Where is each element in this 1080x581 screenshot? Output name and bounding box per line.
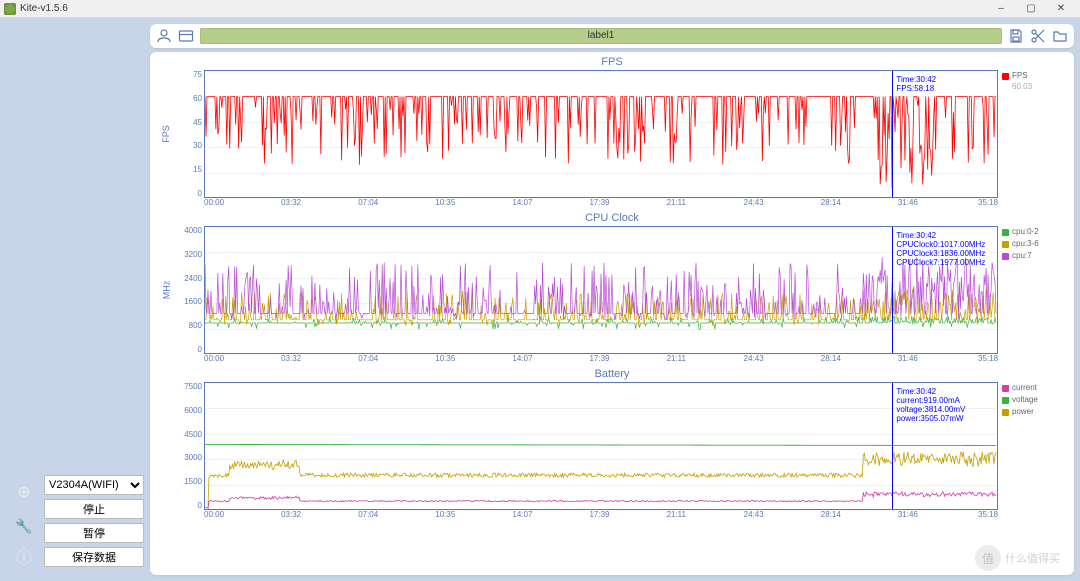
cpu-chart: CPU Clock MHz 40003200240016008000 Time:… bbox=[158, 212, 1066, 366]
save-data-button[interactable]: 保存数据 bbox=[44, 547, 144, 567]
label-field[interactable]: label1 bbox=[200, 28, 1002, 44]
card-icon[interactable] bbox=[178, 28, 194, 44]
stop-button[interactable]: 停止 bbox=[44, 499, 144, 519]
cpu-ylabel: MHz bbox=[161, 281, 171, 300]
person-icon[interactable] bbox=[156, 28, 172, 44]
window-close-button[interactable]: ✕ bbox=[1046, 1, 1076, 17]
cpu-plot-area[interactable]: Time:30:42CPUClock0:1017.00MHzCPUClock3:… bbox=[204, 226, 998, 354]
info-icon[interactable]: ⓘ bbox=[16, 551, 32, 567]
cpu-chart-title: CPU Clock bbox=[158, 212, 1066, 226]
battery-chart: Battery 750060004500300015000 Time:30:42… bbox=[158, 368, 1066, 522]
left-sidebar: ⊕ 🔧 ⓘ V2304A(WIFI) 停止 暂停 保存数据 bbox=[0, 18, 150, 581]
add-icon[interactable]: ⊕ bbox=[17, 485, 30, 501]
battery-plot-area[interactable]: Time:30:42current:919.00mAvoltage:3814.0… bbox=[204, 382, 998, 510]
top-toolbar: label1 bbox=[150, 24, 1074, 48]
battery-chart-title: Battery bbox=[158, 368, 1066, 382]
fps-chart-title: FPS bbox=[158, 56, 1066, 70]
window-maximize-button[interactable]: ▢ bbox=[1016, 1, 1046, 17]
save-icon[interactable] bbox=[1008, 28, 1024, 44]
folder-icon[interactable] bbox=[1052, 28, 1068, 44]
scissors-icon[interactable] bbox=[1030, 28, 1046, 44]
charts-panel: FPS FPS 75604530150 Time:30:42FPS:58.18 … bbox=[150, 52, 1074, 575]
window-minimize-button[interactable]: – bbox=[986, 1, 1016, 17]
pause-button[interactable]: 暂停 bbox=[44, 523, 144, 543]
device-select[interactable]: V2304A(WIFI) bbox=[44, 475, 144, 495]
fps-chart: FPS FPS 75604530150 Time:30:42FPS:58.18 … bbox=[158, 56, 1066, 210]
settings-icon[interactable]: 🔧 bbox=[15, 519, 32, 533]
app-icon bbox=[4, 3, 16, 15]
window-title: Kite-v1.5.6 bbox=[20, 3, 68, 14]
window-titlebar: Kite-v1.5.6 – ▢ ✕ bbox=[0, 0, 1080, 18]
fps-ylabel: FPS bbox=[161, 125, 171, 143]
fps-plot-area[interactable]: Time:30:42FPS:58.18 bbox=[204, 70, 998, 198]
